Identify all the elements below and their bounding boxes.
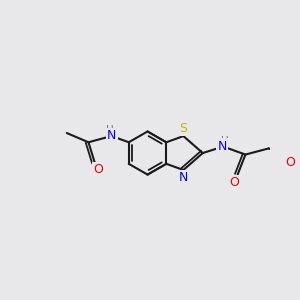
Text: O: O (94, 164, 103, 176)
Text: O: O (230, 176, 239, 189)
Text: O: O (285, 156, 295, 169)
Text: S: S (179, 122, 188, 135)
Text: H: H (220, 136, 228, 146)
Text: N: N (107, 129, 116, 142)
Text: H: H (106, 125, 113, 135)
Text: N: N (179, 171, 188, 184)
Text: N: N (218, 140, 227, 153)
